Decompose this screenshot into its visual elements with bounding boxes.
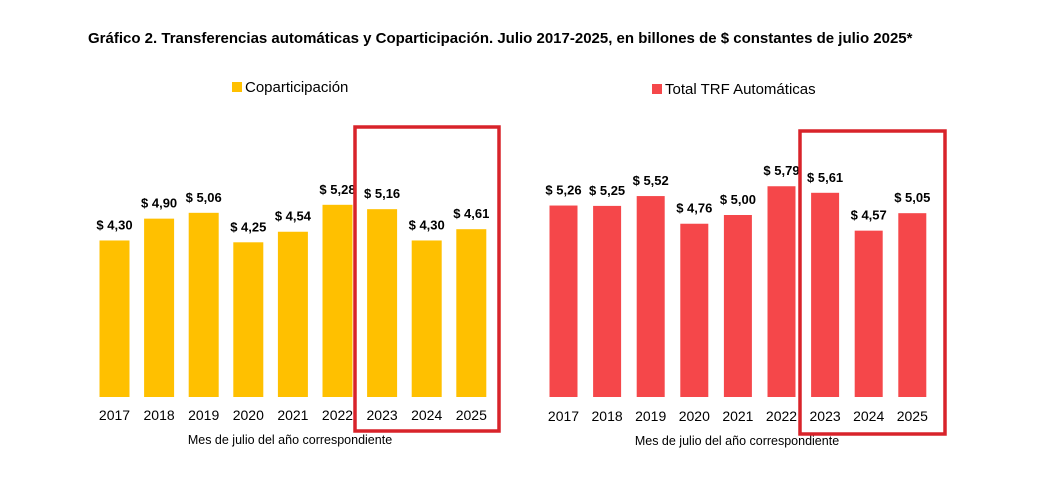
value-label-1-2021: $ 4,54 <box>275 209 312 224</box>
value-label-1-2019: $ 5,06 <box>186 190 222 205</box>
x-tick-2-2023: 2023 <box>810 408 841 424</box>
value-label-1-2017: $ 4,30 <box>96 217 132 232</box>
x-tick-2-2024: 2024 <box>853 408 884 424</box>
value-label-2-2018: $ 5,25 <box>589 183 625 198</box>
bar-1-2019 <box>188 212 219 397</box>
x-tick-1-2017: 2017 <box>99 407 130 423</box>
value-label-1-2024: $ 4,30 <box>409 217 445 232</box>
x-tick-1-2018: 2018 <box>144 407 175 423</box>
x-axis-title-2: Mes de julio del año correspondiente <box>635 434 839 448</box>
x-tick-1-2019: 2019 <box>188 407 219 423</box>
bar-1-2020 <box>233 242 264 397</box>
bar-2-2017 <box>549 205 578 397</box>
highlight-box-2 <box>798 129 947 436</box>
bar-1-2022 <box>322 204 353 397</box>
bar-1-2025 <box>456 229 487 397</box>
x-tick-2-2017: 2017 <box>548 408 579 424</box>
bar-2-2022 <box>767 186 796 397</box>
x-tick-1-2023: 2023 <box>367 407 398 423</box>
legend-label-2: Total TRF Automáticas <box>665 81 816 98</box>
bar-1-2018 <box>144 218 175 397</box>
bar-1-2024 <box>411 240 442 397</box>
value-label-2-2023: $ 5,61 <box>807 170 843 185</box>
x-tick-2-2018: 2018 <box>592 408 623 424</box>
value-label-1-2022: $ 5,28 <box>319 182 355 197</box>
value-label-2-2025: $ 5,05 <box>894 190 930 205</box>
x-tick-1-2024: 2024 <box>411 407 442 423</box>
bar-2-2025 <box>898 213 927 397</box>
chart-title: Gráfico 2. Transferencias automáticas y … <box>88 30 913 47</box>
value-label-2-2021: $ 5,00 <box>720 192 756 207</box>
value-label-1-2025: $ 4,61 <box>453 206 489 221</box>
x-tick-1-2025: 2025 <box>456 407 487 423</box>
bar-2-2020 <box>680 223 709 397</box>
legend-swatch-2 <box>652 84 662 94</box>
bar-1-2023 <box>367 209 398 397</box>
value-label-2-2017: $ 5,26 <box>545 183 581 198</box>
bar-2-2023 <box>811 192 840 397</box>
value-label-2-2022: $ 5,79 <box>763 163 799 178</box>
x-tick-1-2022: 2022 <box>322 407 353 423</box>
bar-2-2024 <box>854 230 883 397</box>
value-label-2-2020: $ 4,76 <box>676 201 712 216</box>
x-tick-2-2020: 2020 <box>679 408 710 424</box>
bar-2-2018 <box>593 205 622 397</box>
x-axis-title-1: Mes de julio del año correspondiente <box>188 433 392 447</box>
bar-2-2021 <box>723 215 752 397</box>
x-tick-2-2019: 2019 <box>635 408 666 424</box>
highlight-box-1 <box>353 125 501 433</box>
x-tick-2-2025: 2025 <box>897 408 928 424</box>
legend-label-1: Coparticipación <box>245 79 348 96</box>
value-label-2-2019: $ 5,52 <box>633 173 669 188</box>
value-label-2-2024: $ 4,57 <box>851 208 887 223</box>
bar-1-2017 <box>99 240 130 397</box>
value-label-1-2023: $ 5,16 <box>364 186 400 201</box>
value-label-1-2020: $ 4,25 <box>230 219 266 234</box>
value-label-1-2018: $ 4,90 <box>141 196 177 211</box>
x-tick-2-2021: 2021 <box>722 408 753 424</box>
x-tick-1-2020: 2020 <box>233 407 264 423</box>
bar-1-2021 <box>277 231 308 397</box>
x-tick-2-2022: 2022 <box>766 408 797 424</box>
legend-swatch-1 <box>232 82 242 92</box>
x-tick-1-2021: 2021 <box>277 407 308 423</box>
bar-2-2019 <box>636 196 665 397</box>
